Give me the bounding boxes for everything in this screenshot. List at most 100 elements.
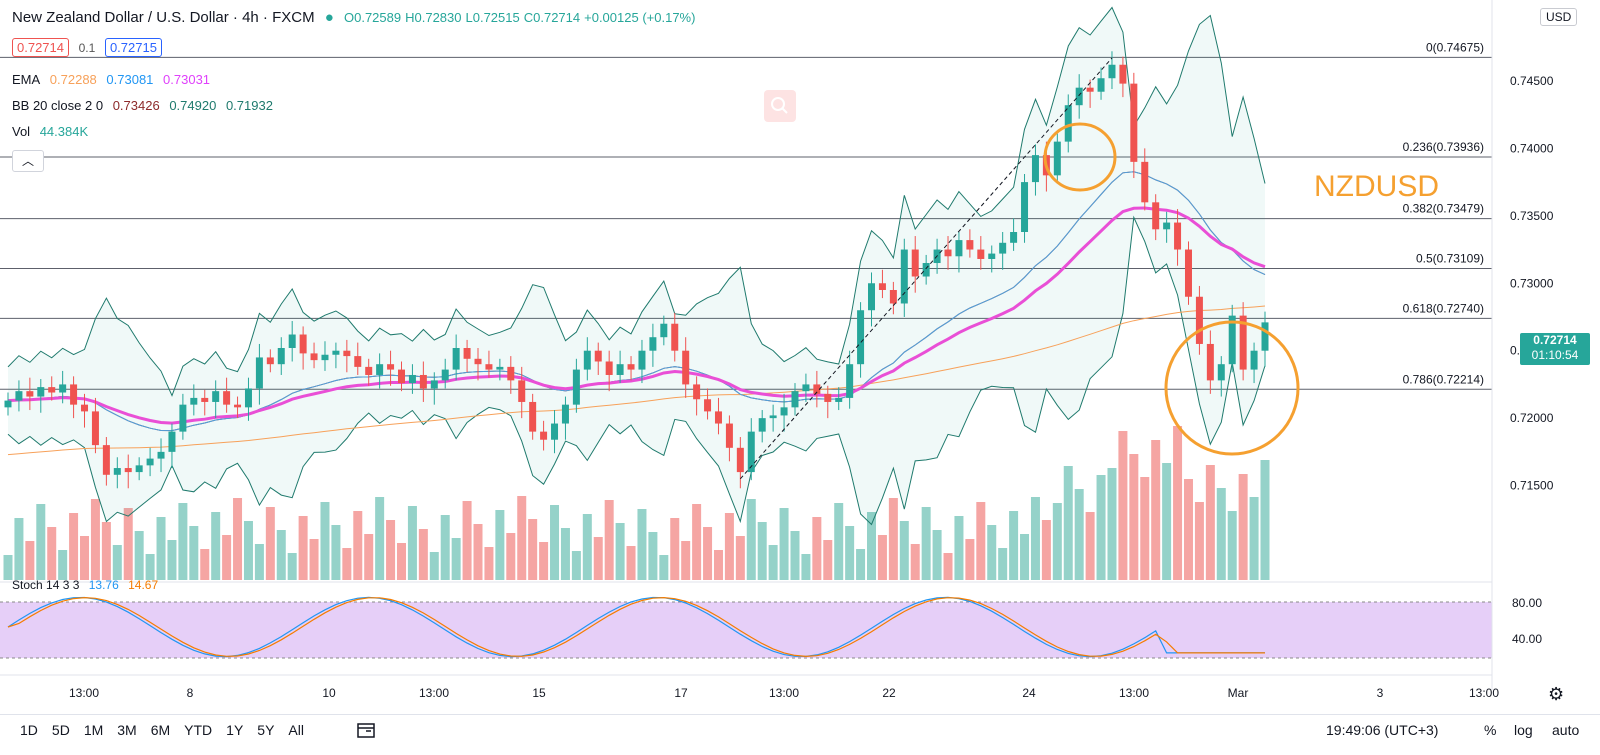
ema-legend[interactable]: EMA 0.72288 0.73081 0.73031 (12, 72, 211, 87)
volume-bar (1052, 503, 1062, 580)
bottom-toolbar (0, 714, 1600, 755)
stoch-k-line (7, 596, 1265, 658)
fib-label: 0.5(0.73109) (1416, 252, 1484, 266)
volume-bar (823, 540, 833, 580)
range-button-1d[interactable]: 1D (20, 722, 38, 738)
range-button-6m[interactable]: 6M (150, 722, 171, 738)
candle (387, 350, 395, 386)
time-axis: 13:00 8 10 13:00 15 17 13:00 22 24 13:00 Mar 3 13:00 (0, 674, 1499, 700)
volume-bar (1020, 534, 1030, 580)
volume-bar (779, 508, 789, 580)
time-tick-label: 10 (322, 686, 336, 700)
range-button-5y[interactable]: 5Y (257, 722, 275, 738)
range-button-ytd[interactable]: YTD (184, 722, 213, 738)
range-button-1y[interactable]: 1Y (226, 722, 244, 738)
volume-bar (320, 502, 330, 580)
volume-bar (342, 548, 352, 580)
candle (1141, 148, 1149, 211)
highlight-circle-top (1043, 122, 1117, 192)
candle (48, 376, 56, 401)
candle (408, 364, 416, 394)
candle-body (572, 369, 580, 405)
volume-bar (571, 551, 581, 580)
time-tick-label: 13:00 (1469, 686, 1499, 700)
volume-bar (25, 541, 35, 580)
range-button-1m[interactable]: 1M (83, 722, 104, 738)
candle (201, 389, 209, 416)
candle (1174, 209, 1182, 266)
volume-bar (987, 525, 997, 580)
time-tick-label: 8 (187, 686, 194, 700)
candle (802, 373, 810, 402)
volume-bar (1173, 426, 1183, 580)
volume-bar (200, 549, 210, 580)
candle (1119, 56, 1127, 98)
volume-bar (222, 535, 232, 580)
stoch-tick-label: 40.00 (1512, 632, 1542, 646)
candle (736, 437, 744, 489)
candle (102, 437, 110, 486)
clock-time[interactable]: 19:49:06 (UTC+3) (1326, 722, 1439, 738)
candle (1108, 51, 1116, 90)
candle (507, 356, 515, 394)
volume-bar (440, 515, 450, 580)
buy-price[interactable]: 0.72715 (104, 38, 162, 57)
volume-bar (1194, 502, 1204, 580)
candle (649, 323, 657, 367)
candle (81, 393, 89, 428)
candle (1239, 302, 1247, 381)
price-tick-label: 0.73500 (1510, 209, 1554, 223)
range-button-5d[interactable]: 5D (51, 722, 70, 738)
candle (857, 302, 865, 378)
volume-bar (243, 521, 253, 580)
settings-gear-icon[interactable]: ⚙ (1548, 684, 1565, 704)
candle-body (463, 348, 471, 359)
candle (255, 343, 263, 405)
volume-bar (112, 545, 122, 580)
vol-legend[interactable]: Vol 44.384K (12, 124, 89, 139)
symbol-title[interactable]: New Zealand Dollar / U.S. Dollar · 4h · … (12, 9, 315, 26)
candle (1217, 356, 1225, 397)
volume-bar (615, 523, 625, 580)
candle-body (343, 350, 351, 357)
volume-bar (1260, 460, 1270, 580)
stoch-legend[interactable]: Stoch 14 3 3 13.76 14.67 (12, 578, 159, 592)
candle (813, 370, 821, 408)
bb-legend[interactable]: BB 20 close 2 0 0.73426 0.74920 0.71932 (12, 98, 273, 113)
candle (551, 410, 559, 454)
bar-countdown: 01:10:54 (1531, 348, 1579, 362)
range-button-3m[interactable]: 3M (117, 722, 137, 738)
candle-body (179, 404, 187, 432)
range-button-all[interactable]: All (288, 722, 304, 738)
candle-body (693, 384, 701, 400)
volume-bar (1183, 479, 1193, 580)
candle-body (780, 407, 788, 416)
log-toggle[interactable]: log (1514, 722, 1533, 738)
candle-body (70, 384, 78, 405)
candle-body (955, 240, 963, 257)
range-buttons: 1D 5D 1M 3M 6M YTD 1Y 5Y All (20, 722, 318, 738)
sell-price[interactable]: 0.72714 (12, 38, 69, 57)
candle-body (583, 350, 591, 370)
zoom-search-button[interactable] (764, 90, 796, 122)
auto-toggle[interactable]: auto (1552, 722, 1580, 738)
date-range-button[interactable] (356, 720, 376, 745)
percent-toggle[interactable]: % (1484, 722, 1497, 738)
candle-body (430, 380, 438, 389)
candle (922, 254, 930, 285)
volume-bar (517, 496, 527, 580)
collapse-legend-button[interactable]: ︿ (12, 150, 44, 172)
stochastic-panel: 80.00 40.00 (0, 581, 1542, 659)
volume-bar (462, 501, 472, 580)
currency-button[interactable]: USD (1540, 8, 1578, 26)
candle-body (529, 401, 537, 432)
candle (1206, 330, 1214, 394)
candle (277, 337, 285, 375)
candle (430, 372, 438, 405)
chevron-up-icon: ︿ (21, 154, 34, 168)
volume-bar (867, 512, 877, 580)
volume-bar (265, 507, 275, 580)
candle (638, 339, 646, 384)
candle-body (977, 249, 985, 259)
